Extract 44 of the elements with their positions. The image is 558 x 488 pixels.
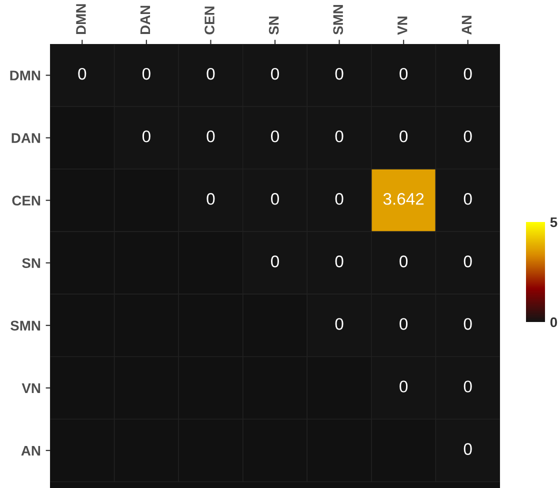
data-label: 0 [464,256,472,268]
x-tick-label: VN [398,16,408,35]
data-label: 0 [271,256,279,268]
data-label: 0 [335,193,344,205]
color-bar-label: 5 [550,217,558,228]
y-tick-label: CEN [12,196,40,206]
data-label: 0 [400,256,408,268]
data-label: 0 [464,318,472,330]
x-tick-label: CEN [204,6,214,34]
data-label: 0 [271,130,279,142]
data-label: 0 [142,130,150,142]
x-tick-label: SN [268,16,279,35]
data-label: 0 [464,380,472,392]
color-bar-label: 0 [550,317,558,328]
y-tick-label: SMN [10,320,40,331]
data-label: 3.642 [383,193,424,205]
data-label: 0 [464,193,472,205]
data-label: 0 [271,68,279,80]
y-tick-label: DAN [12,133,40,143]
data-label: 0 [206,130,215,142]
x-tick-label: DMN [76,4,86,34]
data-label: 0 [271,193,279,205]
data-label: 0 [206,193,215,205]
x-tick-label: AN [462,16,472,35]
y-tick-label: DMN [10,70,40,80]
y-tick-label: AN [21,446,40,456]
data-label: 0 [206,68,215,80]
data-label: 0 [464,443,472,455]
x-tick-label: SMN [333,5,344,35]
data-label: 0 [400,318,408,330]
data-label: 0 [335,130,344,142]
y-tick-label: SN [22,258,40,268]
data-label: 0 [400,380,408,392]
data-label: 0 [78,68,86,80]
data-label: 0 [400,68,408,80]
data-label: 0 [400,130,408,142]
data-label: 0 [335,256,344,268]
data-label: 0 [464,68,472,80]
data-label: 0 [142,68,150,80]
data-label: 0 [335,68,344,80]
data-label: 0 [464,130,472,142]
y-tick-label: VN [22,383,40,393]
data-label: 0 [335,318,344,330]
x-tick-label: DAN [140,6,150,34]
